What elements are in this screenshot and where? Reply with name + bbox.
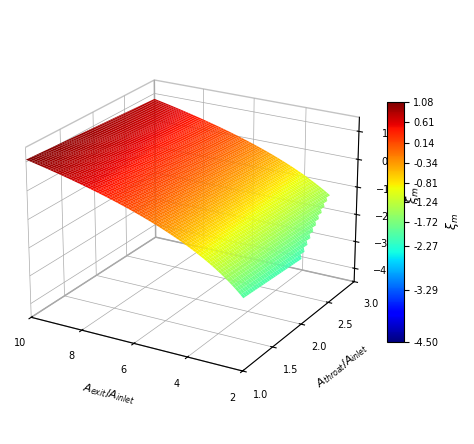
X-axis label: $A_{exit}/A_{inlet}$: $A_{exit}/A_{inlet}$ — [81, 381, 137, 408]
Y-axis label: $A_{throat}/A_{inlet}$: $A_{throat}/A_{inlet}$ — [313, 341, 371, 391]
Y-axis label: $\xi_m$: $\xi_m$ — [444, 214, 461, 230]
